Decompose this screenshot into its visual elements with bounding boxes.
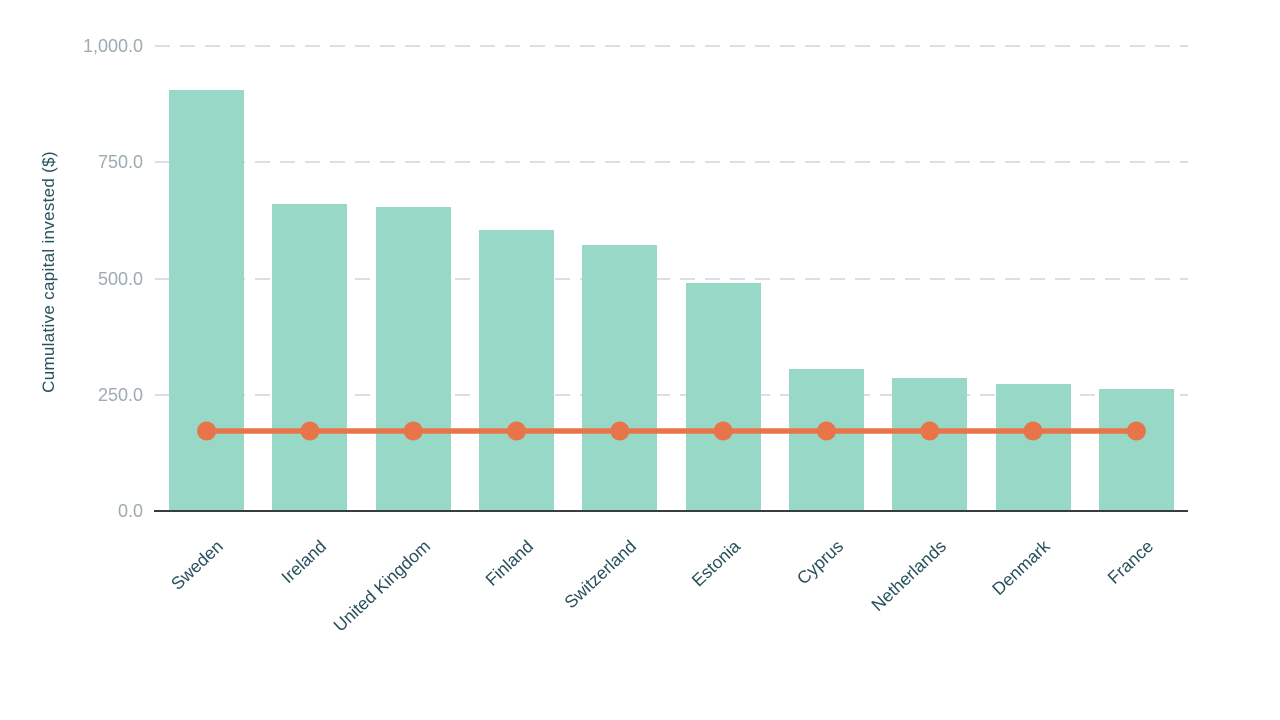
gridline-1000	[155, 45, 1188, 47]
y-tick-label-250: 250.0	[97, 384, 143, 405]
line-point-france	[1126, 421, 1146, 441]
x-label-netherlands: Netherlands	[867, 536, 951, 615]
line-point-cyprus	[816, 421, 836, 441]
line-point-netherlands	[920, 421, 940, 441]
line-point-finland	[507, 421, 527, 441]
gridline-250	[155, 393, 1188, 396]
x-axis-line	[154, 510, 1188, 512]
bar-netherlands	[892, 377, 968, 511]
line-point-switzerland	[610, 421, 630, 441]
x-label-united-kingdom: United Kingdom	[329, 536, 434, 636]
line-series	[197, 421, 1146, 441]
y-tick-label-750: 750.0	[97, 152, 143, 173]
y-tick-label-1000: 1,000.0	[82, 36, 143, 56]
plot-area	[155, 45, 1188, 511]
bar-finland	[479, 229, 555, 511]
bar-united-kingdom	[375, 206, 451, 511]
x-label-denmark: Denmark	[988, 536, 1054, 600]
line-point-united-kingdom	[403, 421, 423, 441]
bar-switzerland	[582, 245, 658, 511]
x-label-ireland: Ireland	[277, 536, 331, 588]
bar-ireland	[272, 203, 348, 511]
x-label-cyprus: Cyprus	[792, 536, 848, 589]
line-point-estonia	[713, 421, 733, 441]
y-tick-label-500: 500.0	[97, 268, 143, 289]
gridline-750	[155, 161, 1188, 164]
x-label-finland: Finland	[481, 536, 538, 590]
y-tick-label-0: 0.0	[117, 501, 143, 521]
bar-estonia	[685, 283, 761, 511]
x-label-sweden: Sweden	[167, 536, 228, 594]
line-point-ireland	[300, 421, 320, 441]
bar-sweden	[169, 89, 245, 511]
line-point-denmark	[1023, 421, 1043, 441]
line-point-sweden	[197, 421, 217, 441]
bar-denmark	[995, 383, 1071, 511]
x-label-switzerland: Switzerland	[560, 536, 641, 613]
x-label-estonia: Estonia	[687, 536, 744, 591]
bar-france	[1098, 388, 1174, 511]
y-axis-title: Cumulative capital invested ($)	[39, 151, 58, 393]
x-label-france: France	[1103, 536, 1157, 588]
gridline-500	[155, 277, 1188, 280]
